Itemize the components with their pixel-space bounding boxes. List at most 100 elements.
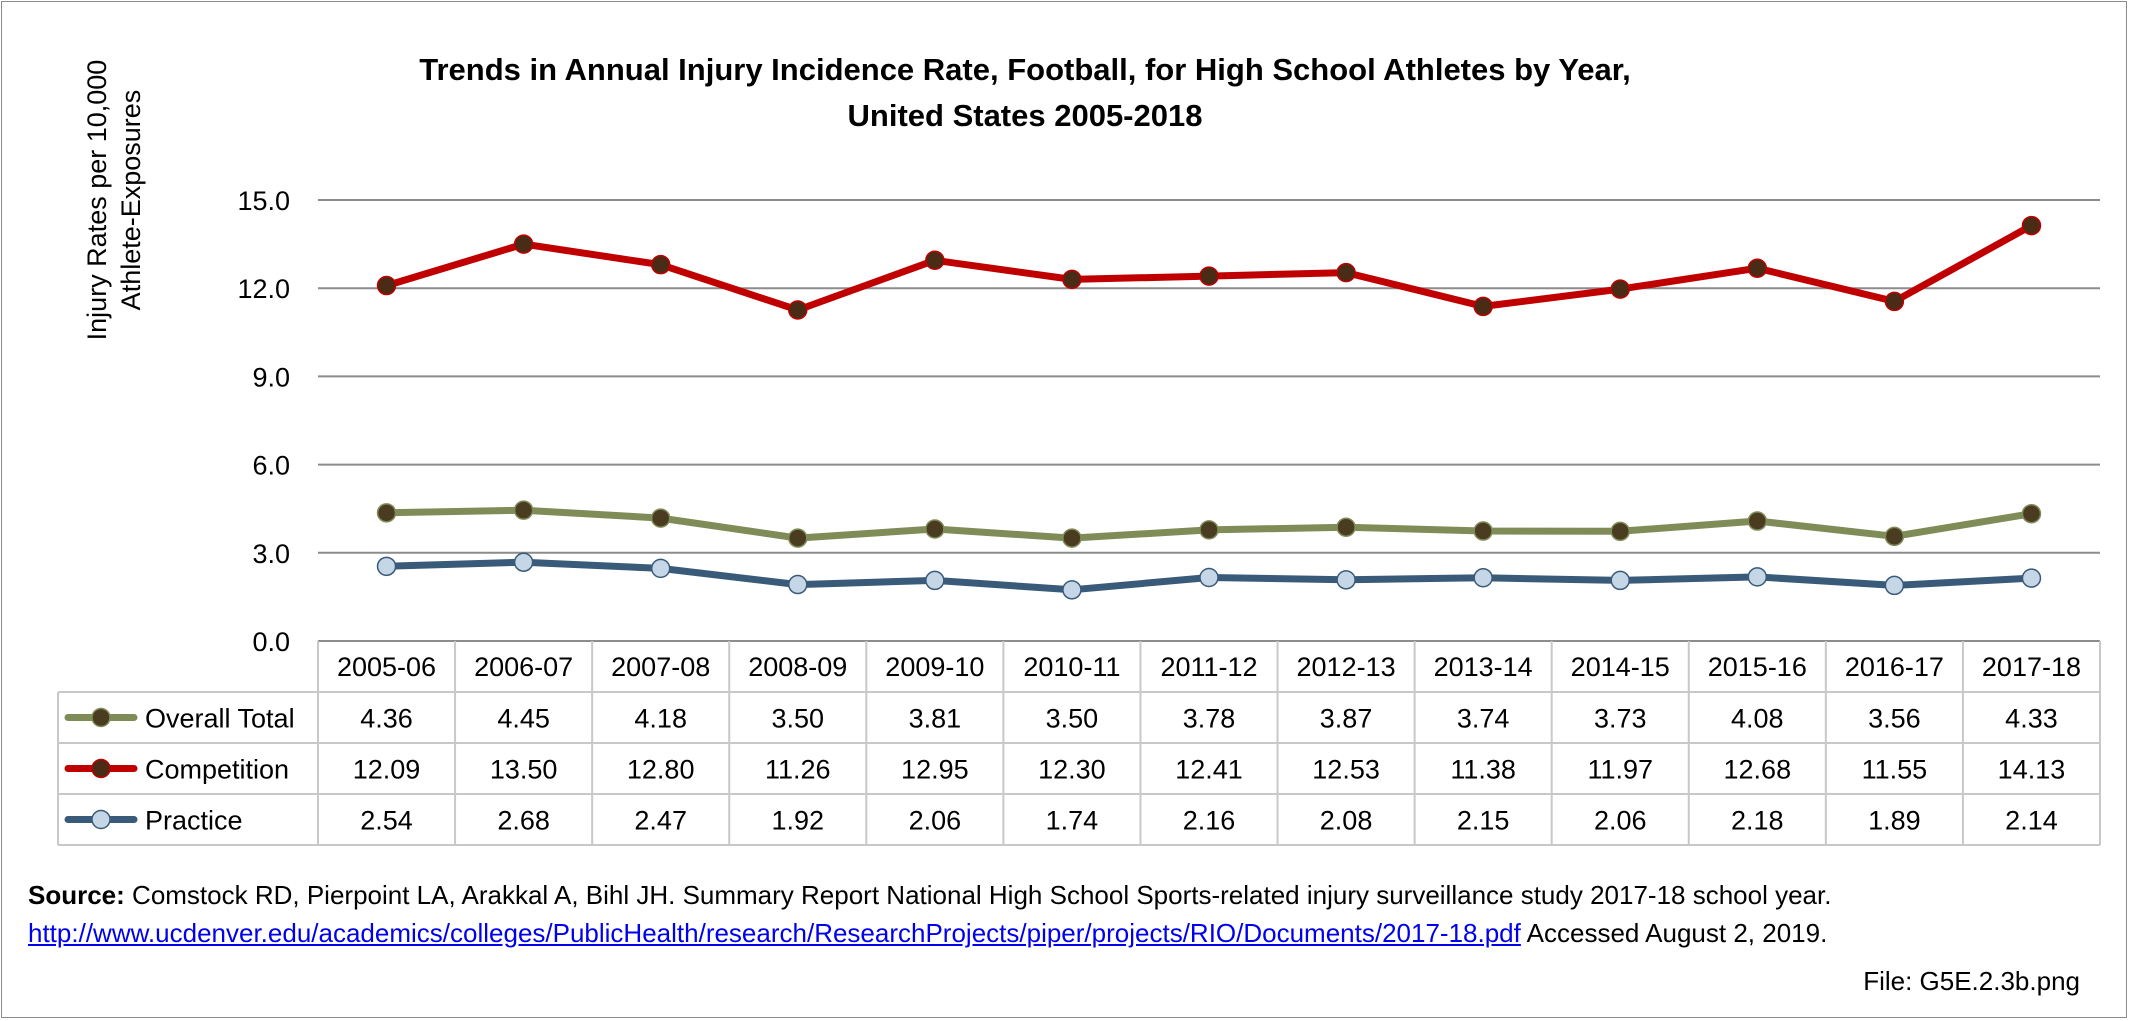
category-label: 2010-11 — [1023, 652, 1120, 682]
table-value-cell: 2.68 — [497, 806, 550, 836]
table-value-cell: 1.92 — [771, 806, 824, 836]
table-value-cell: 3.50 — [771, 704, 824, 734]
table-value-cell: 11.26 — [765, 755, 831, 785]
table-value-cell: 12.30 — [1038, 755, 1106, 785]
data-point — [513, 234, 534, 254]
table-value-cell: 11.55 — [1862, 755, 1928, 785]
category-label: 2012-13 — [1297, 652, 1396, 682]
data-point — [1884, 291, 1905, 312]
data-point — [1336, 570, 1356, 590]
table-value-cell: 11.97 — [1587, 755, 1653, 785]
source-citation: Comstock RD, Pierpoint LA, Arakkal A, Bi… — [124, 880, 1832, 910]
table-value-cell: 1.74 — [1046, 806, 1099, 836]
category-label: 2005-06 — [337, 652, 436, 682]
data-point — [513, 500, 534, 520]
data-point — [788, 528, 808, 548]
table-value-cell: 13.50 — [490, 755, 558, 785]
data-point — [2021, 215, 2042, 236]
legend-series-label: Practice — [145, 806, 243, 836]
table-value-cell: 4.33 — [2005, 704, 2058, 734]
data-point — [650, 254, 671, 275]
table-value-cell: 4.45 — [497, 704, 550, 734]
table-value-cell: 3.81 — [909, 704, 962, 734]
data-point — [650, 558, 671, 579]
data-point — [1336, 262, 1356, 283]
data-point — [2021, 503, 2042, 524]
y-tick-label: 15.0 — [237, 186, 290, 216]
data-point — [650, 508, 671, 528]
data-point — [925, 250, 945, 271]
source-link[interactable]: http://www.ucdenver.edu/academics/colleg… — [28, 918, 1521, 948]
table-value-cell: 3.78 — [1183, 704, 1236, 734]
category-label: 2006-07 — [474, 652, 573, 682]
table-value-cell: 2.18 — [1731, 806, 1784, 836]
data-point — [1610, 521, 1630, 542]
y-tick-label: 3.0 — [252, 539, 290, 569]
data-point — [1747, 511, 1768, 531]
data-point — [376, 556, 397, 577]
data-point — [1747, 567, 1768, 587]
chart-title-line-1: Trends in Annual Injury Incidence Rate, … — [419, 52, 1631, 87]
table-value-cell: 2.14 — [2005, 806, 2058, 836]
data-point — [1884, 526, 1905, 547]
data-point — [925, 519, 945, 539]
table-value-cell: 1.89 — [1868, 806, 1921, 836]
data-point — [2021, 568, 2042, 588]
category-label: 2009-10 — [885, 652, 984, 682]
data-point — [925, 570, 945, 591]
table-value-cell: 12.09 — [353, 755, 421, 785]
table-value-cell: 11.38 — [1450, 755, 1516, 785]
category-label: 2007-08 — [611, 652, 710, 682]
legend-key-marker — [91, 809, 111, 830]
data-point — [1473, 568, 1493, 588]
table-value-cell: 4.18 — [634, 704, 687, 734]
legend-key-marker — [91, 707, 111, 728]
data-point — [1747, 258, 1768, 278]
category-label: 2013-14 — [1434, 652, 1533, 682]
data-point — [788, 574, 808, 595]
table-value-cell: 3.56 — [1868, 704, 1921, 734]
table-value-cell: 2.08 — [1320, 806, 1373, 836]
table-value-cell: 3.50 — [1046, 704, 1099, 734]
table-value-cell: 12.95 — [901, 755, 969, 785]
data-point — [1884, 575, 1905, 596]
category-label: 2017-18 — [1982, 652, 2081, 682]
table-value-cell: 3.74 — [1457, 704, 1510, 734]
source-accessed: Accessed August 2, 2019. — [1520, 918, 1828, 948]
data-point — [1610, 279, 1630, 299]
file-label: File: G5E.2.3b.png — [1863, 966, 2080, 996]
y-tick-label: 9.0 — [252, 362, 290, 392]
data-point — [1062, 269, 1082, 290]
data-point — [513, 552, 534, 572]
table-value-cell: 2.54 — [360, 806, 413, 836]
legend-key-marker — [91, 758, 111, 779]
table-value-cell: 3.73 — [1594, 704, 1647, 734]
data-point — [1473, 296, 1493, 317]
category-label: 2008-09 — [748, 652, 847, 682]
source-note: Source: Comstock RD, Pierpoint LA, Arakk… — [28, 876, 2098, 952]
y-tick-label: 12.0 — [237, 274, 290, 304]
table-value-cell: 2.15 — [1457, 806, 1510, 836]
table-value-cell: 2.06 — [909, 806, 962, 836]
data-point — [788, 300, 808, 320]
legend-series-label: Overall Total — [145, 704, 295, 734]
data-point — [1336, 517, 1356, 537]
data-point — [1199, 266, 1219, 286]
legend-series-label: Competition — [145, 755, 289, 785]
table-value-cell: 12.41 — [1175, 755, 1243, 785]
category-label: 2016-17 — [1845, 652, 1944, 682]
table-value-cell: 4.36 — [360, 704, 413, 734]
data-point — [1199, 567, 1219, 588]
data-point — [1473, 521, 1493, 541]
category-label: 2015-16 — [1708, 652, 1807, 682]
table-value-cell: 12.80 — [627, 755, 695, 785]
data-point — [1062, 528, 1082, 548]
data-point — [376, 503, 397, 523]
y-tick-label: 6.0 — [252, 451, 290, 481]
data-point — [1199, 520, 1219, 540]
table-value-cell: 12.68 — [1724, 755, 1792, 785]
data-point — [1610, 570, 1630, 591]
table-value-cell: 14.13 — [1998, 755, 2066, 785]
chart-plot: 0.0 3.0 6.0 9.0 12.0 15.0 2005-06 2006-07 2007-0… — [57, 186, 2101, 846]
